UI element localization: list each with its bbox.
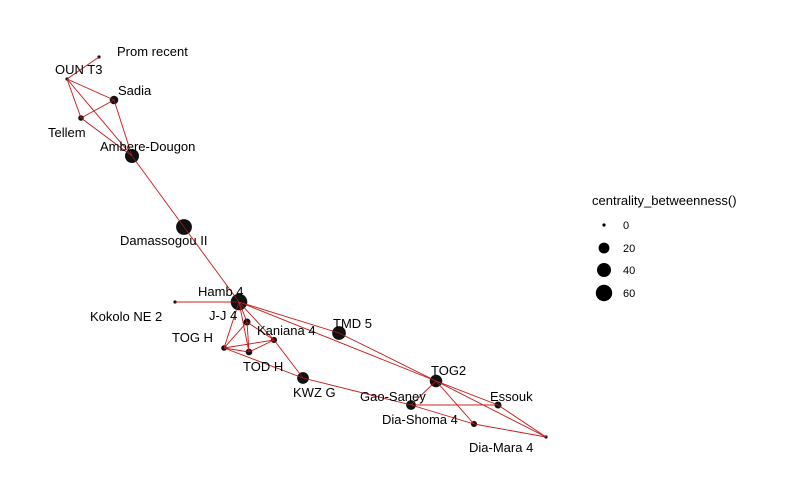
edge-hamb-kaniana-overlay <box>238 301 275 341</box>
edge-kwzg-gaosaney-overlay <box>302 377 412 406</box>
edge-diashoma-diamara-overlay <box>473 423 547 438</box>
legend-key-0 <box>602 223 606 227</box>
legend-title: centrality_betweenness() <box>592 193 737 208</box>
legend-key-label-40: 40 <box>623 265 635 277</box>
edge-damassogou-hamb-overlay <box>183 226 240 303</box>
node-label-essouk: Essouk <box>490 389 533 404</box>
node-label-kwzg: KWZ G <box>293 385 336 400</box>
edge-jj4-todh-overlay <box>246 321 250 353</box>
edge-hamb-todh-overlay <box>238 301 250 353</box>
edge-oun-ambere-overlay <box>66 78 133 157</box>
edge-togh-todh-overlay <box>223 347 250 353</box>
legend-key-label-0: 0 <box>623 220 629 232</box>
legend: centrality_betweenness() 0 20 40 60 <box>592 193 737 302</box>
node-label-tog2: TOG2 <box>431 363 466 378</box>
node-label-ambere: Ambere-Dougon <box>100 139 195 154</box>
legend-key-40 <box>597 263 611 277</box>
edge-hamb-tog2-overlay <box>238 301 437 382</box>
node-label-sadia: Sadia <box>118 83 152 98</box>
edge-tog2-diamara-overlay <box>435 380 547 438</box>
legend-key-label-60: 60 <box>623 288 635 300</box>
edge-prom-oun-overlay <box>66 56 100 80</box>
node-label-todh: TOD H <box>243 359 283 374</box>
node-label-gaosaney: Gao-Saney <box>360 389 426 404</box>
node-label-damassogou: Damassogou II <box>120 233 207 248</box>
edge-jj4-kaniana-overlay <box>246 321 275 341</box>
edge-tog2-diashoma-overlay <box>435 380 475 425</box>
node-label-jj4: J-J 4 <box>209 308 237 323</box>
legend-key-20 <box>598 242 610 254</box>
node-label-togh: TOG H <box>172 330 213 345</box>
node-label-kokolo: Kokolo NE 2 <box>90 309 162 324</box>
edge-hamb-togh-overlay <box>223 301 240 349</box>
legend-key-60 <box>595 284 613 302</box>
edge-tellem-ambere-overlay <box>80 117 133 157</box>
node-label-hamb: Hamb 4 <box>198 284 244 299</box>
edge-oun-tellem-overlay <box>66 78 82 119</box>
legend-key-label-20: 20 <box>623 243 635 255</box>
node-label-tellem: Tellem <box>48 125 86 140</box>
edge-kaniana-kwzg-overlay <box>273 339 304 379</box>
edge-sadia-ambere-overlay <box>113 99 133 157</box>
node-label-oun: OUN T3 <box>55 62 102 77</box>
node-label-tmd5: TMD 5 <box>333 316 372 331</box>
edge-ambere-damassogou-overlay <box>131 155 185 228</box>
edge-sadia-tellem-overlay <box>80 99 115 119</box>
node-label-prom: Prom recent <box>117 44 188 59</box>
edge-hamb-jj4-overlay <box>238 301 248 323</box>
node-label-kaniana: Kaniana 4 <box>257 323 316 338</box>
label-layer: Prom recent OUN T3 Sadia Tellem Ambere-Dougo… <box>48 44 533 455</box>
edge-hamb-tmd5-overlay <box>238 301 340 334</box>
edge-tmd5-tog2-overlay <box>338 332 437 382</box>
edge-jj4-togh-overlay <box>223 321 248 349</box>
edge-essouk-diamara-overlay <box>497 404 547 438</box>
edge-tog2-gaosaney-overlay <box>410 380 437 406</box>
edge-tog2-essouk-overlay <box>435 380 499 406</box>
edge-overlay <box>66 56 547 438</box>
edge-todh-kaniana-overlay <box>248 339 275 353</box>
node-label-diamara: Dia-Mara 4 <box>469 440 533 455</box>
edge-oun-sadia-overlay <box>66 78 115 101</box>
node-label-diashoma: Dia-Shoma 4 <box>382 412 458 427</box>
legend-keys: 0 20 40 60 <box>595 220 635 302</box>
edge-togh-kaniana-overlay <box>223 339 275 349</box>
edge-togh-kwzg-overlay <box>223 347 304 379</box>
edge-gaosaney-diashoma-overlay <box>410 404 475 425</box>
